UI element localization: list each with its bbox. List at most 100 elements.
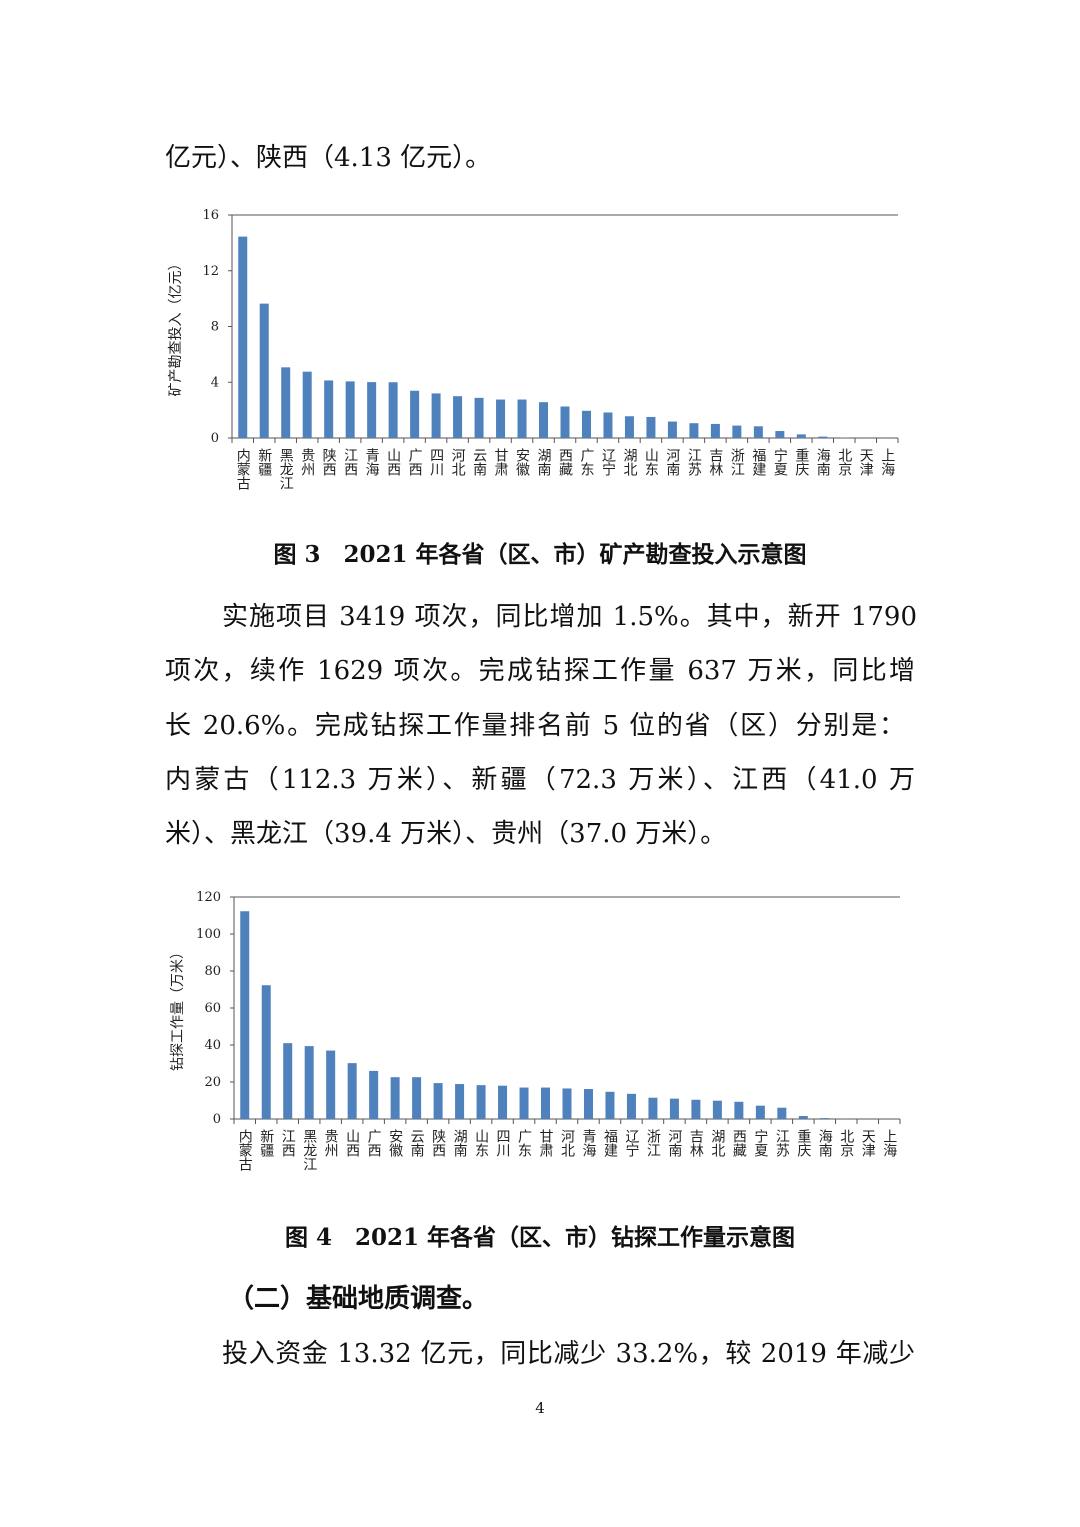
bar <box>453 396 463 438</box>
x-tick-label: 吉林 <box>707 448 723 476</box>
bar <box>433 1083 443 1119</box>
x-tick-label: 江西 <box>342 448 358 476</box>
y-axis-title: 钻探工作量（万米） <box>170 945 186 1071</box>
x-tick-label: 山西 <box>385 448 401 476</box>
text-line: 亿元）、陕西（4.13 亿元）。 <box>165 143 492 173</box>
x-tick-label: 安徽 <box>387 1129 403 1157</box>
x-tick-label: 福建 <box>602 1129 618 1158</box>
bar <box>646 416 656 438</box>
x-tick-label: 贵州 <box>299 448 315 476</box>
x-tick-label: 湖北 <box>621 448 637 477</box>
bar <box>431 393 441 438</box>
bar <box>624 416 634 438</box>
x-tick-label: 江苏 <box>774 1129 790 1158</box>
x-tick-label: 安徽 <box>514 448 530 476</box>
bar <box>691 1099 701 1119</box>
x-tick-label: 青海 <box>364 448 380 476</box>
x-tick-label: 浙江 <box>729 448 745 476</box>
bar <box>775 431 785 438</box>
x-tick-label: 湖北 <box>709 1129 725 1158</box>
bar <box>541 1087 551 1119</box>
bar <box>626 1093 636 1119</box>
paragraph-line: 内蒙古（112.3 万米）、新疆（72.3 万米）、江西（41.0 万 <box>165 765 915 795</box>
x-tick-label: 重庆 <box>795 1129 811 1157</box>
x-tick-label: 吉林 <box>688 1129 704 1157</box>
x-tick-label: 海南 <box>817 1129 833 1157</box>
x-tick-label: 黑龙江 <box>278 448 294 490</box>
bar <box>562 1088 572 1119</box>
y-tick-label: 60 <box>204 1001 221 1016</box>
x-tick-label: 广西 <box>407 448 423 476</box>
x-tick-label: 天津 <box>858 448 874 476</box>
x-tick-label: 北京 <box>836 448 852 476</box>
bar <box>390 1077 400 1119</box>
paragraph-line: 投入资金 13.32 亿元，同比减少 33.2%，较 2019 年减少 <box>222 1339 915 1369</box>
page-number: 4 <box>535 1399 545 1417</box>
x-tick-label: 青海 <box>580 1129 596 1157</box>
y-tick-label: 20 <box>204 1075 221 1090</box>
y-tick-label: 8 <box>211 320 219 335</box>
bar <box>734 1101 744 1119</box>
x-tick-label: 甘肃 <box>538 1129 554 1157</box>
bar <box>712 1100 722 1119</box>
x-tick-label: 陕西 <box>430 1129 446 1157</box>
y-tick-label: 0 <box>211 431 219 446</box>
bar <box>605 1091 615 1119</box>
y-axis-title: 矿产勘查投入（亿元） <box>168 257 184 397</box>
bar <box>283 1043 293 1119</box>
bar <box>732 425 742 438</box>
x-tick-label: 河南 <box>666 1129 682 1157</box>
x-tick-label: 内蒙古 <box>235 448 251 490</box>
paragraph-line: 长 20.6%。完成钻探工作量排名前 5 位的省（区）分别是： <box>165 711 905 741</box>
bar <box>498 1085 508 1119</box>
x-tick-label: 云南 <box>409 1129 425 1157</box>
x-tick-label: 福建 <box>750 448 766 477</box>
y-tick-label: 4 <box>211 375 219 390</box>
y-tick-label: 80 <box>204 964 221 979</box>
x-tick-label: 广东 <box>516 1129 532 1157</box>
bar <box>798 1116 808 1119</box>
x-tick-label: 浙江 <box>645 1129 661 1157</box>
x-tick-label: 湖南 <box>452 1129 468 1157</box>
x-tick-label: 内蒙古 <box>237 1129 253 1171</box>
y-tick-label: 12 <box>202 264 219 279</box>
bar <box>820 1118 830 1119</box>
bar <box>648 1097 658 1119</box>
x-tick-label: 新疆 <box>258 1129 274 1157</box>
bar <box>238 236 248 438</box>
bar <box>818 436 828 438</box>
x-tick-label: 江苏 <box>686 448 702 477</box>
figure-3-caption: 图 3 2021 年各省（区、市）矿产勘查投入示意图 <box>273 541 807 568</box>
bar <box>455 1084 465 1119</box>
bar <box>412 1077 422 1119</box>
bar <box>347 1063 357 1119</box>
paragraph-line: 实施项目 3419 项次，同比增加 1.5%。其中，新开 1790 <box>222 602 917 632</box>
bar <box>519 1087 529 1119</box>
x-tick-label: 北京 <box>838 1129 854 1157</box>
x-tick-label: 新疆 <box>256 448 272 476</box>
x-tick-label: 宁夏 <box>772 447 788 476</box>
x-tick-label: 河南 <box>664 448 680 476</box>
bar <box>796 434 806 438</box>
chart-mineral-exploration-investment: 0481216矿产勘查投入（亿元）内蒙古 新疆 黑龙江 贵州 陕西 江西 青海 山西 广西 四川河… <box>168 208 899 490</box>
y-tick-label: 40 <box>204 1038 221 1053</box>
bar <box>302 371 312 438</box>
x-tick-label: 甘肃 <box>493 448 509 476</box>
bar <box>388 382 398 438</box>
x-tick-label: 海南 <box>815 448 831 476</box>
x-tick-label: 天津 <box>860 1129 876 1157</box>
x-tick-label: 陕西 <box>321 448 337 476</box>
bar <box>369 1070 379 1119</box>
bar <box>539 402 549 438</box>
x-tick-label: 四川 <box>428 448 444 476</box>
x-tick-label: 辽宁 <box>600 448 616 476</box>
bar <box>326 1050 336 1119</box>
chart-drilling-workload: 0 20 40 60 80 100 120 钻探工作量（万米） 内蒙古 新疆 江西 黑龙江 贵州 山西 广西… <box>170 890 901 1171</box>
bar <box>496 399 506 438</box>
paragraph-line: 米）、黑龙江（39.4 万米）、贵州（37.0 万米）。 <box>165 819 727 849</box>
bar <box>753 426 763 438</box>
x-tick-label: 重庆 <box>793 448 809 476</box>
bar <box>583 1089 593 1119</box>
bar <box>240 911 250 1119</box>
x-tick-label: 上海 <box>881 1129 897 1157</box>
